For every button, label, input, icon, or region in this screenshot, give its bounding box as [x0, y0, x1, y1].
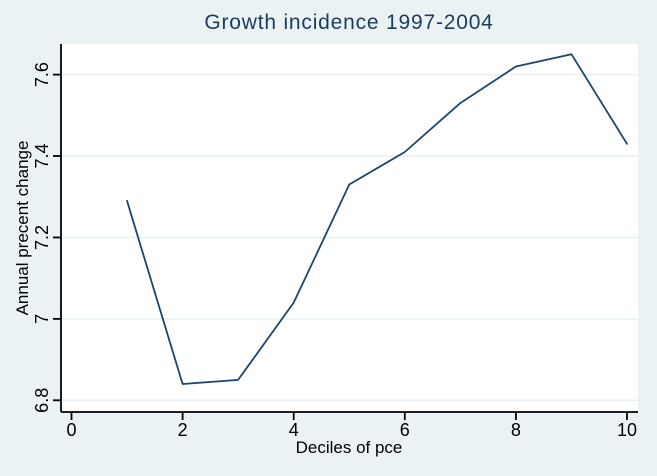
growth-incidence-line	[126, 53, 628, 385]
x-tick-label: 4	[289, 420, 299, 440]
y-tick-label: 7.2	[32, 225, 52, 250]
plot-area	[61, 44, 638, 412]
x-tick-label: 8	[511, 420, 521, 440]
x-tick-label: 0	[66, 420, 76, 440]
y-tick-label: 6.8	[32, 388, 52, 413]
chart-title: Growth incidence 1997-2004	[204, 11, 493, 34]
x-tick-label: 2	[178, 420, 188, 440]
x-tick-label: 6	[400, 420, 410, 440]
y-tick-label: 7.6	[32, 62, 52, 87]
x-axis-title: Deciles of pce	[296, 438, 403, 457]
y-tick-label: 7.4	[32, 144, 52, 169]
y-axis-title: Annual precent change	[13, 141, 32, 316]
gridlines	[61, 73, 638, 402]
y-axis-ticks: 6.8 7 7.2 7.4 7.6	[32, 62, 61, 413]
x-axis-ticks: 0 2 4 6 8 10	[66, 412, 637, 440]
y-tick-label: 7	[32, 314, 52, 324]
x-tick-label: 10	[617, 420, 637, 440]
